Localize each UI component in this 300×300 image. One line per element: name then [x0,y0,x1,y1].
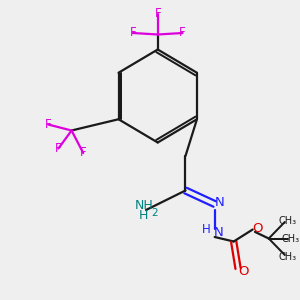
Text: F: F [130,26,136,40]
Text: CH₃: CH₃ [278,251,296,262]
Text: 2: 2 [152,208,158,218]
Text: F: F [154,7,161,20]
Text: F: F [55,142,62,155]
Text: F: F [80,146,87,160]
Text: N: N [214,226,224,239]
Text: F: F [179,26,186,40]
Text: O: O [239,265,249,278]
Text: CH₃: CH₃ [282,233,300,244]
Text: H: H [139,209,148,222]
Text: CH₃: CH₃ [278,215,296,226]
Text: F: F [45,118,52,131]
Text: N: N [215,196,224,209]
Text: O: O [253,222,263,236]
Text: NH: NH [135,199,154,212]
Text: H: H [202,223,210,236]
